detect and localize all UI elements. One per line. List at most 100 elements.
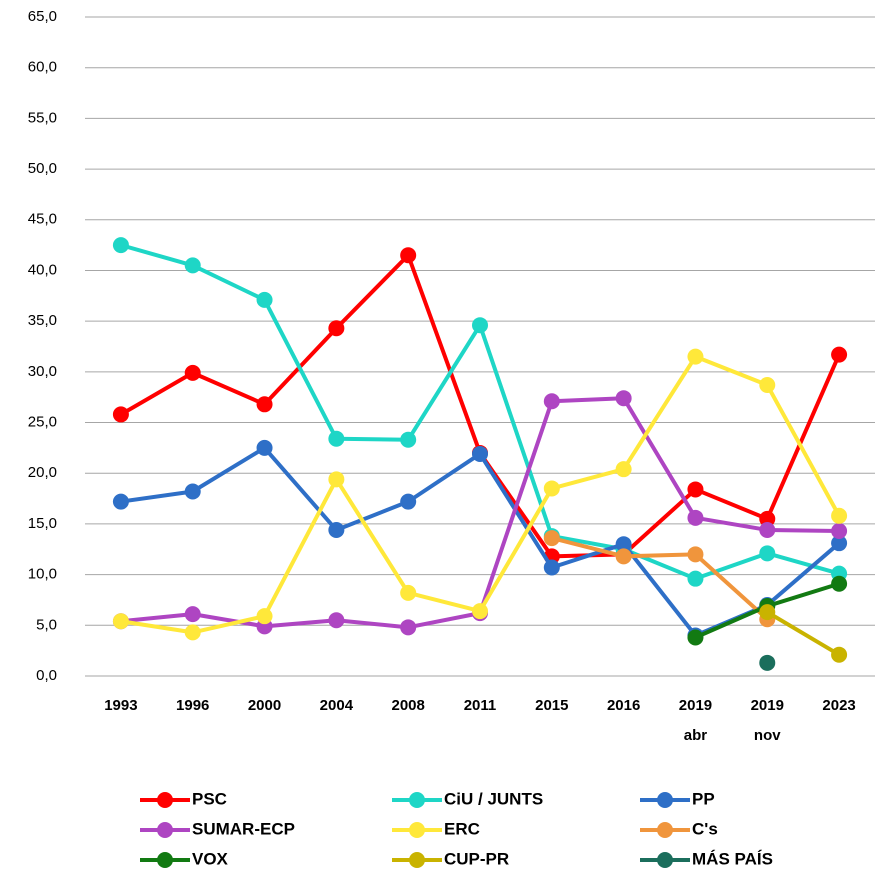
data-point xyxy=(328,612,345,629)
data-point xyxy=(759,510,776,527)
series-line xyxy=(551,536,769,621)
data-point xyxy=(112,237,129,254)
legend-label: MÁS PAÍS xyxy=(692,849,773,868)
legend-marker xyxy=(157,792,173,808)
data-point xyxy=(543,393,560,410)
x-tick-label: 2008 xyxy=(391,697,424,714)
y-tick-label: 35,0 xyxy=(28,312,57,329)
legend-marker xyxy=(157,822,173,838)
data-point xyxy=(615,461,632,478)
y-tick-label: 0,0 xyxy=(36,667,57,684)
legend-marker xyxy=(657,792,673,808)
data-point xyxy=(831,346,848,363)
legend-marker xyxy=(657,852,673,868)
y-tick-label: 20,0 xyxy=(28,464,57,481)
data-point xyxy=(184,483,201,500)
x-tick-label: 2023 xyxy=(822,697,855,714)
x-tick-label: 2004 xyxy=(320,697,354,714)
data-point xyxy=(759,522,776,539)
y-tick-label: 50,0 xyxy=(28,160,57,177)
x-tick-label: 2015 xyxy=(535,697,568,714)
data-point xyxy=(328,430,345,447)
legend-label: CiU / JUNTS xyxy=(444,789,543,808)
data-point xyxy=(112,406,129,423)
x-tick-label: 1993 xyxy=(104,697,137,714)
data-point xyxy=(687,570,704,587)
y-tick-label: 55,0 xyxy=(28,109,57,126)
legend-marker xyxy=(657,822,673,838)
data-point xyxy=(328,522,345,539)
data-point xyxy=(112,613,129,630)
legend-marker xyxy=(409,822,425,838)
legend-label: PSC xyxy=(192,789,227,808)
data-point xyxy=(400,247,417,264)
data-point xyxy=(831,507,848,524)
data-point xyxy=(112,493,129,510)
data-point xyxy=(543,559,560,576)
series-line xyxy=(119,253,841,559)
y-tick-label: 45,0 xyxy=(28,211,57,228)
data-point xyxy=(184,606,201,623)
series-line xyxy=(120,396,840,630)
data-point xyxy=(759,545,776,562)
data-point xyxy=(615,390,632,407)
data-point xyxy=(472,445,488,462)
y-tick-label: 15,0 xyxy=(28,515,57,532)
x-tick-label: 2019 abr xyxy=(679,697,712,744)
y-tick-label: 5,0 xyxy=(36,616,57,633)
y-tick-label: 40,0 xyxy=(28,261,57,278)
data-point xyxy=(256,291,273,308)
data-point xyxy=(184,624,201,641)
y-tick-label: 65,0 xyxy=(28,8,57,25)
data-point xyxy=(256,608,273,625)
data-point xyxy=(687,509,704,526)
data-point xyxy=(400,584,417,601)
x-tick-label: 2019 nov xyxy=(751,697,784,744)
data-point xyxy=(256,396,273,413)
legend-label: SUMAR-ECP xyxy=(192,819,295,838)
x-tick-label: 2000 xyxy=(248,697,281,714)
data-point xyxy=(328,320,345,337)
legend-label: C's xyxy=(692,819,718,838)
legend-label: PP xyxy=(692,789,715,808)
data-point xyxy=(543,530,560,547)
legend-marker xyxy=(157,852,173,868)
y-tick-label: 60,0 xyxy=(28,59,57,76)
data-point xyxy=(687,481,704,498)
data-point xyxy=(759,654,776,671)
series-line xyxy=(120,354,841,635)
data-point xyxy=(184,364,201,381)
x-tick-label: 1996 xyxy=(176,697,209,714)
legend-label: ERC xyxy=(444,819,480,838)
data-point xyxy=(400,431,417,448)
data-point xyxy=(759,604,776,621)
legend-label: CUP-PR xyxy=(444,849,509,868)
legend-marker xyxy=(409,852,425,868)
y-tick-label: 30,0 xyxy=(28,363,57,380)
data-point xyxy=(256,439,273,456)
y-tick-label: 25,0 xyxy=(28,414,57,431)
data-point xyxy=(543,480,560,497)
data-point xyxy=(328,471,345,488)
x-tick-label: 2016 xyxy=(607,697,640,714)
x-tick-label: 2011 xyxy=(464,697,497,714)
data-point xyxy=(472,603,488,620)
series-line xyxy=(766,610,841,657)
data-point xyxy=(400,493,417,510)
data-point xyxy=(759,377,776,394)
data-point xyxy=(831,523,848,540)
data-point xyxy=(831,575,848,592)
legend-marker xyxy=(409,792,425,808)
series-line xyxy=(120,243,840,581)
data-point xyxy=(615,536,632,553)
legend-label: VOX xyxy=(192,849,229,868)
data-point xyxy=(831,535,848,552)
data-point xyxy=(472,317,488,334)
data-point xyxy=(184,257,201,274)
data-point xyxy=(687,629,704,646)
data-point xyxy=(831,646,848,663)
data-point xyxy=(687,348,704,365)
data-point xyxy=(687,546,704,563)
data-point xyxy=(400,619,417,636)
